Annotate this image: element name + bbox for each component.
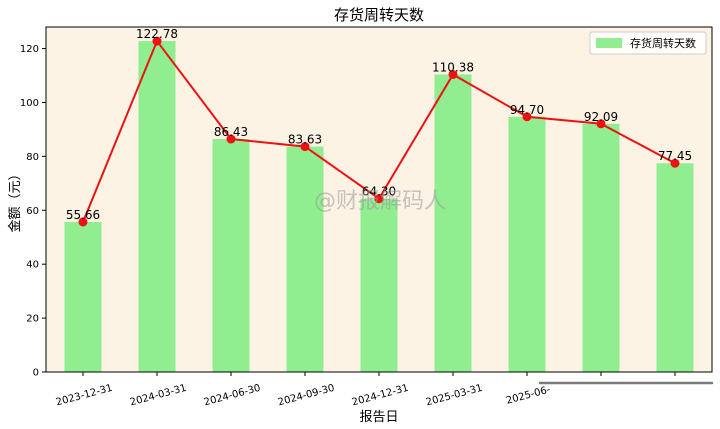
data-label-2024-09-30: 83.63 (288, 133, 322, 147)
bar-2025-03-31 (434, 74, 472, 373)
data-label-2025-03-31: 110.38 (432, 60, 474, 74)
x-tick-label-3: 2024-09-30 (277, 383, 336, 409)
data-label-2025-09-30: 92.09 (584, 110, 618, 124)
data-label-2024-06-30: 86.43 (214, 125, 248, 139)
line-point-2025-03-31 (448, 69, 458, 79)
x-tick-label-6: 2025-06- (505, 384, 552, 406)
legend-label: 存货周转天数 (630, 36, 696, 50)
chart-title: 存货周转天数 (334, 6, 424, 24)
bar-2025-06-30 (508, 116, 546, 372)
bars-group (64, 41, 694, 373)
y-tick-label-80: 80 (26, 152, 39, 163)
y-tick-label-20: 20 (26, 314, 39, 325)
bar-2024-03-31 (138, 41, 176, 373)
y-axis: 0 20 40 60 80 100 120 (20, 44, 46, 379)
data-label-2024-03-31: 122.78 (136, 27, 178, 41)
x-tick-label-4: 2024-12-31 (351, 383, 410, 409)
data-labels-group: 55.66 122.78 86.43 83.63 64.30 110.38 94.70 92.… (66, 27, 692, 222)
x-tick-label-2: 2024-06-30 (203, 383, 262, 409)
y-tick-label-60: 60 (26, 206, 39, 217)
x-tick-label-1: 2024-03-31 (129, 383, 188, 409)
legend-box (589, 31, 707, 55)
y-axis-title: 金额（元） (7, 167, 23, 232)
bar-2025-09-30 (582, 123, 620, 373)
line-point-2024-09-30 (300, 142, 310, 152)
y-tick-label-100: 100 (20, 98, 39, 109)
line-point-2024-03-31 (152, 36, 162, 46)
line-layer (78, 36, 680, 227)
watermark-text: @财报解码人 (314, 189, 446, 214)
x-axis-title: 报告日 (359, 410, 398, 425)
line-point-2025-12-31 (670, 158, 680, 168)
legend: 存货周转天数 (589, 31, 707, 55)
bar-2023-12-31 (64, 221, 102, 372)
data-label-2024-12-31: 64.30 (362, 185, 396, 199)
x-axis: 2023-12-31 2024-03-31 2024-06-30 2024-09-30… (55, 372, 714, 409)
bar-2025-12-31 (656, 163, 694, 372)
y-tick-label-40: 40 (26, 260, 39, 271)
data-label-2025-12-31: 77.45 (658, 149, 692, 163)
line-point-2025-06-30 (522, 112, 532, 122)
bar-2024-09-30 (286, 146, 324, 372)
y-tick-label-120: 120 (20, 44, 39, 55)
legend-swatch (596, 38, 622, 48)
x-tick-label-5: 2025-03-31 (425, 383, 484, 409)
data-label-2023-12-31: 55.66 (66, 208, 100, 222)
bar-2024-12-31 (360, 198, 398, 372)
line-point-2024-12-31 (374, 194, 384, 204)
data-label-2025-06-30: 94.70 (510, 103, 544, 117)
line-point-2024-06-30 (226, 134, 236, 144)
line-point-2023-12-31 (78, 217, 88, 227)
line-point-2025-09-30 (596, 119, 606, 129)
y-tick-label-0: 0 (33, 368, 39, 379)
x-tick-label-0: 2023-12-31 (55, 383, 114, 409)
bar-2024-06-30 (212, 139, 250, 372)
